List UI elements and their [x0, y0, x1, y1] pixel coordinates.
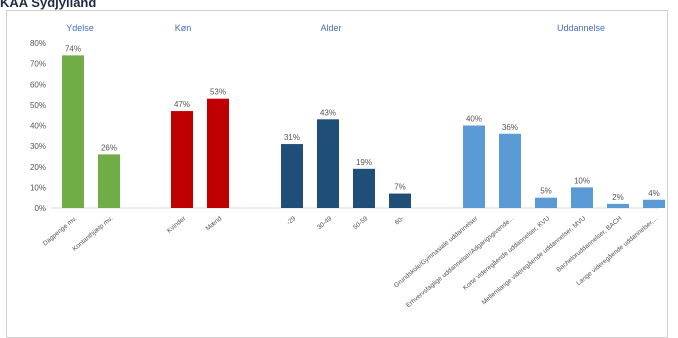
bar [463, 125, 485, 208]
data-label: 7% [394, 183, 406, 192]
y-tick-label: 30% [30, 142, 46, 151]
data-label: 5% [540, 187, 552, 196]
bar [62, 55, 84, 208]
bar [353, 168, 375, 208]
data-label: 19% [356, 158, 372, 167]
chart-frame: 0% 10% 20% 30% 40% 50% 60% 70% 80% Ydelse 74% Dagpe… [6, 10, 668, 338]
y-tick-label: 10% [30, 183, 46, 192]
bar [499, 133, 521, 208]
group-title: Alder [320, 23, 341, 33]
bar [643, 199, 665, 208]
y-tick-label: 20% [30, 163, 46, 172]
data-label: 53% [210, 88, 226, 97]
y-tick-label: 40% [30, 122, 46, 131]
data-label: 47% [174, 100, 190, 109]
category-label: 30-49 [316, 215, 334, 231]
y-tick-label: 70% [30, 60, 46, 69]
bar [389, 193, 411, 208]
y-tick-label: 50% [30, 101, 46, 110]
data-label: 36% [502, 123, 518, 132]
bar [607, 203, 629, 208]
category-label: -29 [286, 215, 298, 227]
bar [535, 197, 557, 208]
data-label: 74% [65, 44, 81, 53]
bar [281, 144, 303, 208]
category-label: 60- [394, 215, 406, 226]
group-title: Køn [175, 23, 192, 33]
bar [207, 98, 229, 208]
bar-chart: 0% 10% 20% 30% 40% 50% 60% 70% 80% Ydelse 74% Dagpe… [30, 23, 665, 309]
category-label: Mænd [205, 215, 224, 232]
category-label: Bacheloruddannelser, BACH [555, 215, 623, 274]
y-tick-label: 80% [30, 39, 46, 48]
group-title: Uddannelse [557, 23, 605, 33]
bar [98, 154, 120, 208]
bar [171, 111, 193, 208]
category-label: 50-59 [352, 215, 370, 231]
data-label: 10% [574, 176, 590, 185]
y-tick-label: 0% [34, 204, 46, 213]
y-tick-label: 60% [30, 80, 46, 89]
data-label: 26% [101, 143, 117, 152]
category-label: Dagpenge mv. [42, 215, 79, 247]
data-label: 43% [320, 108, 336, 117]
category-label: Kvinder [166, 215, 188, 235]
data-label: 40% [466, 115, 482, 124]
bar [571, 187, 593, 208]
data-label: 4% [648, 189, 660, 198]
data-label: 31% [284, 133, 300, 142]
data-label: 2% [612, 193, 624, 202]
page-title: KAA Sydjylland [0, 0, 97, 10]
group-title: Ydelse [66, 23, 94, 33]
bar [317, 119, 339, 208]
